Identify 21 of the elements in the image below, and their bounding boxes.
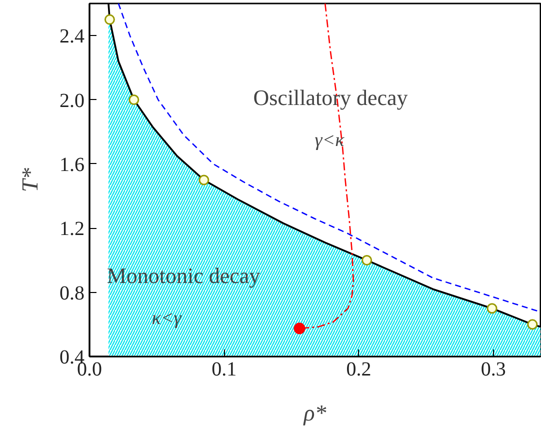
x-axis-title: ρ* [302, 400, 327, 426]
point [128, 94, 140, 106]
point [486, 303, 498, 314]
annotation: Monotonic decay [106, 263, 260, 288]
y-tick-label: 1.2 [60, 218, 84, 240]
y-tick-label: 1.6 [60, 154, 84, 176]
annotation: γ<κ [314, 130, 346, 151]
y-tick-label: 0.8 [60, 282, 84, 304]
y-tick-label: 2.0 [60, 90, 84, 112]
annotation: Oscillatory decay [253, 85, 408, 110]
x-tick-label: 0.3 [480, 358, 506, 380]
point [104, 14, 115, 25]
point [198, 174, 210, 186]
x-tick-label: 0.2 [346, 358, 372, 380]
x-tick-label: 0.1 [212, 358, 237, 380]
y-axis-title: T* [18, 167, 42, 192]
y-tick-label: 2.4 [60, 26, 84, 48]
point [294, 322, 306, 334]
point [527, 319, 538, 330]
point [362, 254, 372, 266]
annotation: κ<γ [152, 308, 182, 329]
